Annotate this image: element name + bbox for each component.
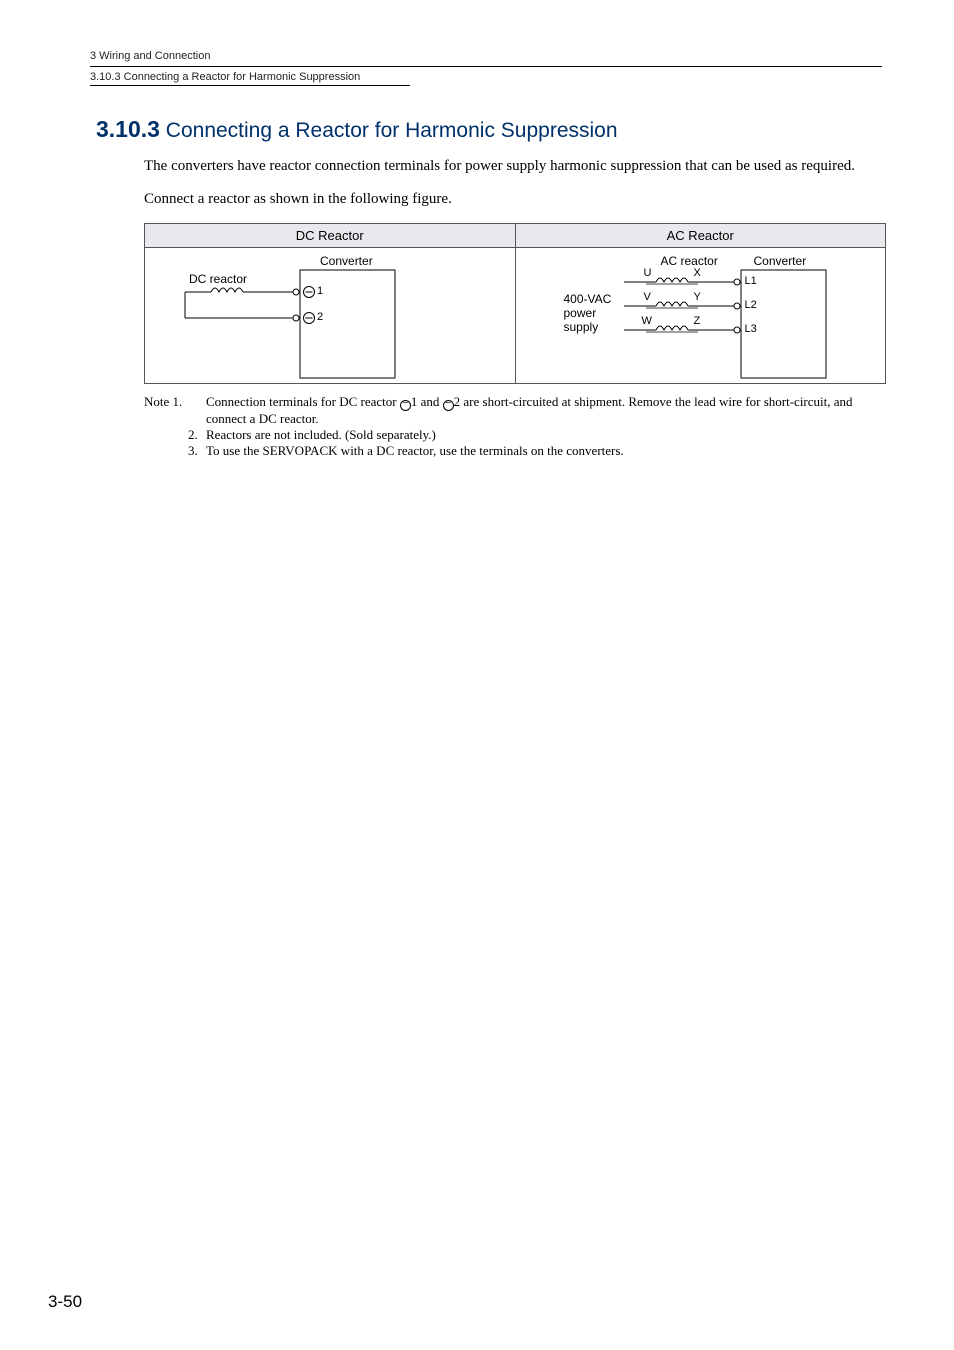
note-3-num: 3. <box>188 443 206 459</box>
section-title: 3.10.3 Connecting a Reactor for Harmonic… <box>96 116 882 143</box>
dc-reactor-cell: DC reactor Converter <box>145 247 516 383</box>
note-2: 2. Reactors are not included. (Sold sepa… <box>144 427 872 443</box>
note-2-num: 2. <box>188 427 206 443</box>
reactor-diagram-table: DC Reactor AC Reactor DC reactor Convert… <box>144 223 886 384</box>
subsection-header: 3.10.3 Connecting a Reactor for Harmonic… <box>90 71 882 83</box>
note-1-text: Connection terminals for DC reactor 1 an… <box>206 394 872 427</box>
notes-block: Note 1. Connection terminals for DC reac… <box>144 394 872 460</box>
ominus-icon <box>400 400 411 411</box>
header-rule-1 <box>90 66 882 67</box>
ominus-icon <box>443 400 454 411</box>
ac-l1: L1 <box>745 275 757 287</box>
ac-w: W <box>642 315 652 327</box>
dc-terminal-2: 2 <box>317 311 323 323</box>
dc-diagram: DC reactor Converter <box>145 248 515 383</box>
paragraph-1: The converters have reactor connection t… <box>144 157 872 176</box>
page: 3 Wiring and Connection 3.10.3 Connectin… <box>0 0 954 459</box>
page-number: 3-50 <box>48 1292 82 1312</box>
dc-svg <box>145 248 515 383</box>
note-1-prefix: Note 1. <box>144 394 188 427</box>
ac-u: U <box>644 267 652 279</box>
ac-z: Z <box>694 315 701 327</box>
ac-reactor-cell: AC reactor Converter 400-VAC power suppl… <box>515 247 886 383</box>
paragraph-2: Connect a reactor as shown in the follow… <box>144 190 872 209</box>
note-1-text-a: Connection terminals for DC reactor <box>206 394 400 409</box>
ac-y: Y <box>694 291 701 303</box>
ac-l3: L3 <box>745 323 757 335</box>
note-3-text: To use the SERVOPACK with a DC reactor, … <box>206 443 872 459</box>
ac-l2: L2 <box>745 299 757 311</box>
table-header-dc: DC Reactor <box>145 223 516 247</box>
table-header-ac: AC Reactor <box>515 223 886 247</box>
note-1: Note 1. Connection terminals for DC reac… <box>144 394 872 427</box>
ac-x: X <box>694 267 701 279</box>
dc-terminal-1: 1 <box>317 285 323 297</box>
header-rule-2 <box>90 85 410 86</box>
section-number: 3.10.3 <box>96 116 160 142</box>
note-2-text: Reactors are not included. (Sold separat… <box>206 427 872 443</box>
ac-v: V <box>644 291 651 303</box>
note-1-text-b: 1 and <box>411 394 443 409</box>
ac-diagram: AC reactor Converter 400-VAC power suppl… <box>516 248 886 383</box>
chapter-header: 3 Wiring and Connection <box>90 50 882 62</box>
section-title-text: Connecting a Reactor for Harmonic Suppre… <box>166 119 618 142</box>
note-3: 3. To use the SERVOPACK with a DC reacto… <box>144 443 872 459</box>
